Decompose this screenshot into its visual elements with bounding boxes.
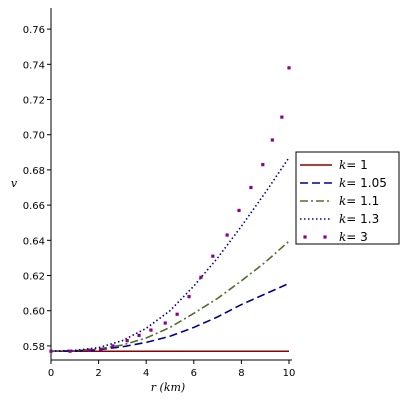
series-4-point [280,115,284,119]
legend-value: = 3 [346,230,368,244]
legend-value: = 1 [346,158,368,172]
series-4-point [187,295,191,299]
series-1-line [50,282,290,352]
series-4-point [99,347,103,352]
series-4-point [199,275,203,279]
legend-label: k= 1.05 [339,176,387,190]
y-tick-label: 0.72 [23,96,45,107]
legend-k-symbol: k [339,212,346,226]
plot-area [49,66,291,353]
axes [50,8,292,361]
legend-label: k= 1 [339,158,368,172]
series-4-point [125,339,129,343]
y-tick-label: 0.62 [23,272,45,283]
series-4-point [175,312,179,316]
series-4-point [225,233,229,237]
x-axis-title: r (km) [151,381,185,394]
y-tick-label: 0.60 [23,307,45,318]
legend-label: k= 3 [339,230,368,244]
series-3-line [50,157,290,352]
legend-value: = 1.3 [346,212,379,226]
legend-value: = 1.05 [346,176,387,190]
legend-label: k= 1.1 [339,194,379,208]
legend: k= 1k= 1.05k= 1.1k= 1.3k= 3 [295,151,400,245]
series-4-point [270,138,274,142]
series-4-point [111,344,115,348]
y-tick-label: 0.68 [23,166,45,177]
series-4-point [211,254,215,258]
legend-box [295,151,400,245]
series-4-point [249,185,253,190]
y-ticks: 0.58 0.60 0.62 0.64 0.66 0.68 0.70 0.72 0.74 0.76 [23,25,51,353]
legend-swatch [323,235,327,239]
legend-k-symbol: k [339,158,346,172]
y-tick-label: 0.66 [23,201,45,212]
series-2-line [50,240,290,352]
series-4-points [49,66,291,353]
legend-k-symbol: k [339,230,346,244]
x-tick-label: 2 [95,368,101,379]
legend-k-symbol: k [339,194,346,208]
x-tick-label: 0 [48,368,54,379]
y-axis-title: v [11,177,18,190]
series-4-point [149,328,153,332]
y-tick-label: 0.76 [23,25,45,36]
series-4-point [49,349,53,353]
legend-k-symbol: k [339,176,346,190]
series-4-point [237,208,241,212]
x-tick-label: 10 [283,368,296,379]
series-4-point [87,348,91,352]
series-4-point [68,349,72,353]
legend-value: = 1.1 [346,194,379,208]
legend-swatch [303,235,307,239]
series-4-point [137,333,141,337]
legend-label: k= 1.3 [339,212,379,226]
x-tick-label: 8 [238,368,244,379]
series-4-point [163,321,167,325]
x-tick-label: 6 [191,368,197,379]
x-ticks: 0 2 4 6 8 10 [48,360,296,379]
y-tick-label: 0.70 [23,131,45,142]
y-tick-label: 0.64 [23,236,45,247]
series-4-point [261,163,265,167]
y-tick-label: 0.58 [23,342,45,353]
y-tick-label: 0.74 [23,60,45,71]
series-4-point [287,66,291,70]
x-tick-label: 4 [143,368,149,379]
